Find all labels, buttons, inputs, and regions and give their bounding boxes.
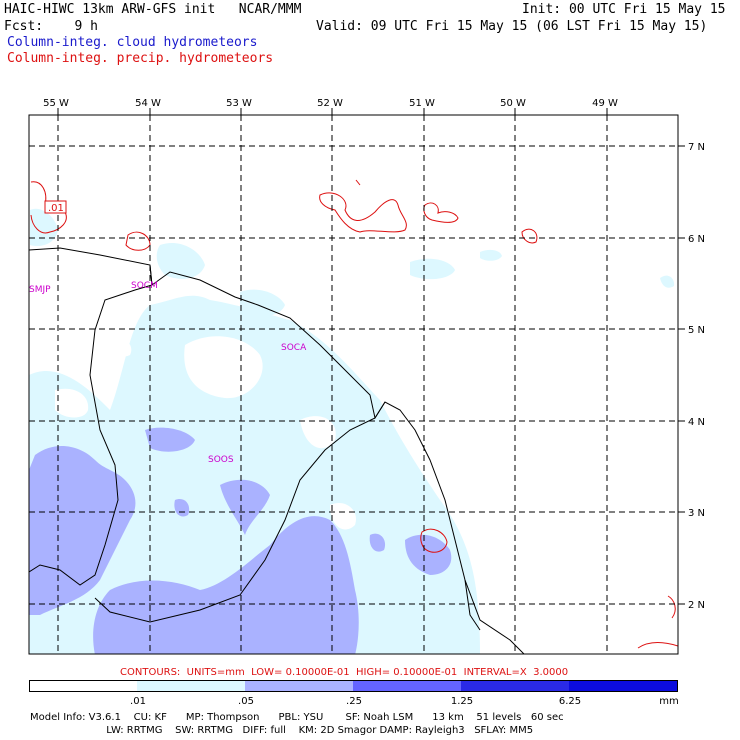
forecast-hour: Fcst: 9 h: [4, 19, 98, 34]
axis-ticks: [57, 108, 685, 605]
lat-label: 5 N: [688, 325, 705, 336]
lon-label: 52 W: [317, 98, 343, 109]
lon-label: 49 W: [592, 98, 618, 109]
colorbar-tick: 6.25: [558, 696, 582, 707]
contour-label-box: [44, 200, 67, 214]
field-cloud-label: Column-integ. cloud hydrometeors: [7, 35, 258, 50]
model-info-line1: Model Info: V3.6.1 CU: KF MP: Thompson P…: [30, 712, 564, 723]
lon-label: 51 W: [409, 98, 435, 109]
colorbar-tick: .05: [238, 696, 254, 707]
contours-info: CONTOURS: UNITS=mm LOW= 0.10000E-01 HIGH…: [120, 667, 569, 678]
valid-time: Valid: 09 UTC Fri 15 May 15 (06 LST Fri …: [316, 19, 708, 34]
init-time: Init: 00 UTC Fri 15 May 15: [522, 2, 726, 17]
lon-label: 50 W: [500, 98, 526, 109]
coastlines: [29, 247, 525, 654]
colorbar-segment: [461, 681, 569, 691]
station-label: SOOS: [208, 455, 234, 465]
colorbar-segment: [353, 681, 461, 691]
lat-label: 3 N: [688, 508, 705, 519]
colorbar-tick: 1.25: [450, 696, 474, 707]
model-title: HAIC-HIWC 13km ARW-GFS init NCAR/MMM: [4, 2, 302, 17]
station-label: SOCA: [281, 343, 307, 353]
lat-label: 7 N: [688, 142, 705, 153]
lon-label: 54 W: [135, 98, 161, 109]
lon-label: 55 W: [43, 98, 69, 109]
lat-label: 4 N: [688, 417, 705, 428]
colorbar-segment: [245, 681, 353, 691]
colorbar-segment: [569, 681, 677, 691]
lat-lon-grid: [29, 115, 678, 654]
field-precip-label: Column-integ. precip. hydrometeors: [7, 51, 274, 66]
clear-areas: [55, 336, 356, 530]
colorbar-tick: .01: [130, 696, 146, 707]
lon-label: 53 W: [226, 98, 252, 109]
contour-value-label: .01: [48, 203, 64, 214]
colorbar-units: mm: [659, 696, 679, 707]
colorbar: [29, 680, 678, 692]
colorbar-segment: [137, 681, 245, 691]
colorbar-tick: .25: [346, 696, 362, 707]
colorbar-segment: [30, 681, 137, 691]
station-label: SOCM: [131, 281, 158, 291]
map-frame: [28, 114, 679, 655]
model-info-line2: LW: RRTMG SW: RRTMG DIFF: full KM: 2D Sm…: [30, 725, 534, 736]
lat-label: 6 N: [688, 234, 705, 245]
station-label: SMJP: [29, 285, 51, 295]
lat-label: 2 N: [688, 600, 705, 611]
